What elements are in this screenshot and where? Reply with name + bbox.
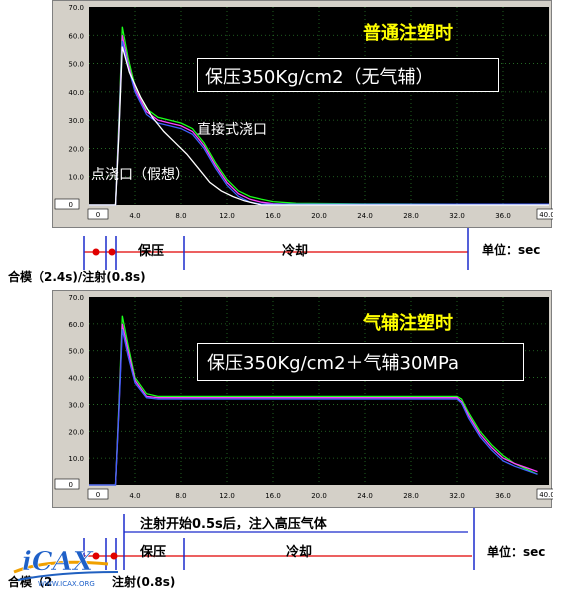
- annotation-direct-gate: 直接式浇口: [197, 122, 267, 138]
- chart-panel-bottom: 10.0 20.0 30.0 40.0 50.0 60.0 70.0 4.0 8.0 12.0 16…: [52, 290, 553, 508]
- series-line-1-2: [89, 329, 538, 486]
- x-box-right-0: [536, 208, 553, 220]
- x-box-left-text-1: 0: [96, 491, 100, 499]
- x-tick-label-1-7: 32.0: [449, 492, 465, 500]
- x-tick-label-0-5: 24.0: [357, 212, 373, 220]
- x-tick-label-0-3: 16.0: [265, 212, 281, 220]
- x-tick-label-0-1: 8.0: [175, 212, 186, 220]
- timeline-bottom-unit-label: 单位：sec: [487, 545, 546, 559]
- y-tick-label-1-6: 60.0: [68, 321, 84, 329]
- y-tick-label-1-3: 30.0: [68, 401, 84, 409]
- y-tick-label-0-6: 60.0: [68, 32, 84, 40]
- icax-logo-text: iCAX: [22, 547, 95, 577]
- y-box-0: [54, 198, 80, 210]
- x-tick-label-1-3: 16.0: [265, 492, 281, 500]
- x-tick-label-0-7: 32.0: [449, 212, 465, 220]
- annotation-pin-gate: 点浇口（假想）: [91, 167, 189, 183]
- series-line-1-1: [89, 323, 538, 486]
- chart-gas-assist-injection: 10.0 20.0 30.0 40.0 50.0 60.0 70.0 4.0 8.0 12.0 16…: [54, 294, 553, 500]
- x-tick-label-1-6: 28.0: [403, 492, 419, 500]
- x-box-left-1: [87, 488, 109, 500]
- timeline-bottom-dot-1: [110, 552, 118, 560]
- series-line-0-0: [89, 26, 549, 206]
- y-tick-label-1-1: 10.0: [68, 455, 84, 463]
- timeline-bottom-dot-0: [92, 552, 100, 560]
- timeline-top-dot-0: [92, 248, 100, 256]
- x-tick-label-1-5: 24.0: [357, 492, 373, 500]
- x-tick-label-0-2: 12.0: [219, 212, 235, 220]
- timeline-top: [83, 228, 469, 270]
- y-tick-label-0-2: 20.0: [68, 145, 84, 153]
- x-tick-label-0-0: 4.0: [129, 212, 140, 220]
- x-tick-label-1-8: 36.0: [495, 492, 511, 500]
- chart-subtitle-box-top: [197, 58, 499, 92]
- x-tick-label-0-8: 36.0: [495, 212, 511, 220]
- timeline-bottom: [83, 508, 475, 570]
- series-line-0-1: [89, 35, 549, 206]
- timeline-bottom-inject-label: 注射(0.8s): [112, 575, 176, 589]
- chart-normal-injection: 10.0 20.0 30.0 40.0 50.0 60.0 70.0 4.0 8.0 12.0 16…: [54, 4, 553, 220]
- y-tick-label-0-4: 40.0: [68, 89, 84, 97]
- timeline-top-unit-label: 单位：sec: [482, 243, 541, 257]
- x-box-right-1: [536, 488, 553, 500]
- x-tick-label-0-4: 20.0: [311, 212, 327, 220]
- icax-logo-url: WWW.ICAX.ORG: [38, 580, 95, 588]
- chart-subtitle-box-bottom: [197, 343, 524, 381]
- y-tick-label-1-2: 20.0: [68, 428, 84, 436]
- x-tick-label-1-0: 4.0: [129, 492, 140, 500]
- x-box-right-text-1: 40.0: [539, 491, 553, 499]
- y-tick-label-1-5: 50.0: [68, 348, 84, 356]
- chart-title-top: 普通注塑时: [363, 23, 453, 44]
- x-tick-label-1-1: 8.0: [175, 492, 186, 500]
- x-box-right-text-0: 40.0: [539, 211, 553, 219]
- y-box-1: [54, 478, 80, 490]
- chart-title-bottom: 气辅注塑时: [363, 313, 453, 334]
- x-tick-label-0-6: 28.0: [403, 212, 419, 220]
- x-tick-label-1-2: 12.0: [219, 492, 235, 500]
- timeline-top-dot-1: [108, 248, 116, 256]
- timeline-top-cool-label: 冷却: [282, 244, 309, 259]
- y-box-text-0: 0: [69, 201, 73, 209]
- icax-logo: iCAX WWW.ICAX.ORG: [13, 547, 119, 588]
- y-tick-label-0-1: 10.0: [68, 174, 84, 182]
- chart-panel-top: 10.0 20.0 30.0 40.0 50.0 60.0 70.0 4.0 8.0 12.0 16…: [52, 0, 553, 228]
- y-tick-label-0-3: 30.0: [68, 117, 84, 125]
- y-tick-label-0-5: 50.0: [68, 61, 84, 69]
- y-box-text-1: 0: [69, 481, 73, 489]
- timeline-top-mold-label: 合模（2.4s)/注射(0.8s): [8, 270, 146, 284]
- timeline-bottom-cool-label: 冷却: [286, 545, 313, 560]
- timeline-bottom-hold-label: 保压: [140, 545, 167, 560]
- x-box-left-0: [87, 208, 109, 220]
- y-tick-label-1-7: 70.0: [68, 294, 84, 302]
- chart-subtitle-top: 保压350Kg/cm2（无气辅）: [205, 67, 434, 88]
- series-line-1-0: [89, 315, 538, 486]
- timeline-top-hold-label: 保压: [138, 244, 165, 259]
- y-tick-label-0-7: 70.0: [68, 4, 84, 12]
- timeline-bottom-note-label: 注射开始0.5s后，注入高压气体: [140, 517, 327, 532]
- series-line-0-3: [89, 46, 549, 206]
- x-box-left-text-0: 0: [96, 211, 100, 219]
- y-tick-label-1-4: 40.0: [68, 375, 84, 383]
- x-tick-label-1-4: 20.0: [311, 492, 327, 500]
- timeline-bottom-mold-label: 合模（2: [8, 575, 53, 589]
- chart-subtitle-bottom: 保压350Kg/cm2＋气辅30MPa: [207, 353, 460, 374]
